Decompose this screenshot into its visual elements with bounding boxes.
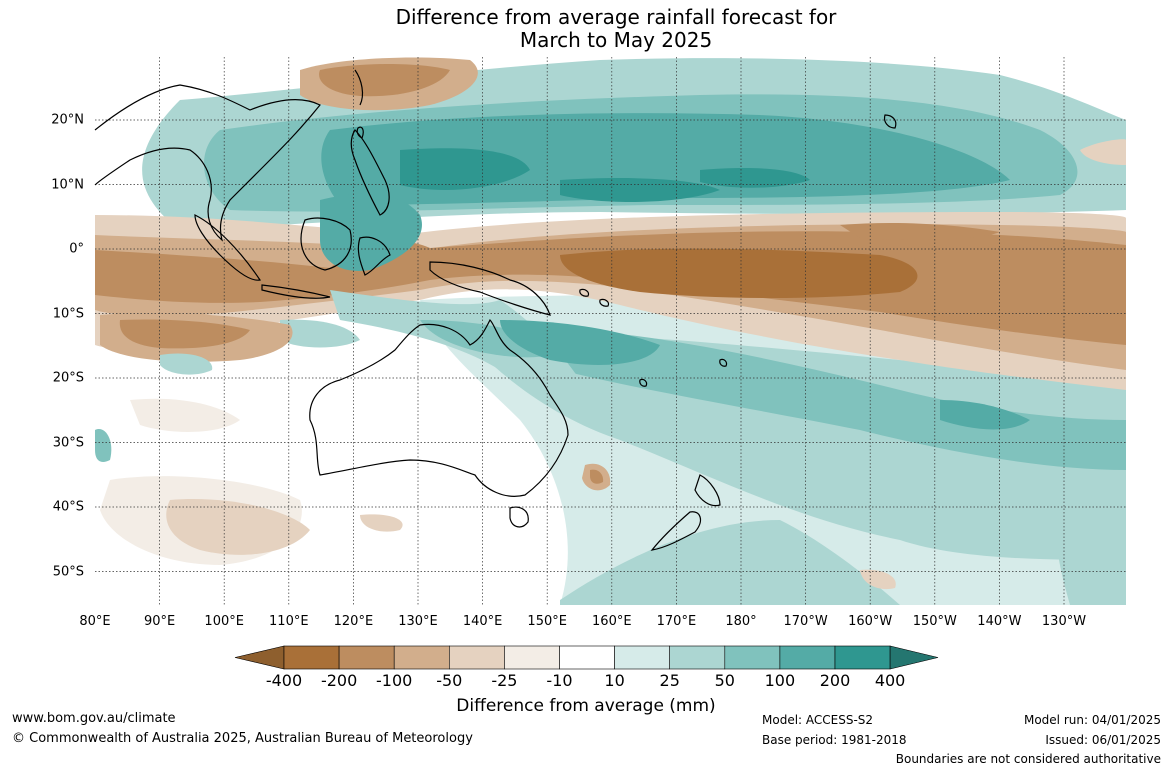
latitude-label: 10°S [52, 306, 84, 321]
colorbar-label: 200 [819, 671, 851, 690]
colorbar-low-extend [234, 645, 285, 670]
colorbar-swatch [283, 645, 340, 670]
graticule [95, 57, 1126, 605]
longitude-label: 150°W [912, 614, 957, 629]
colorbar-label: 50 [714, 671, 735, 690]
colorbar-label: -200 [320, 671, 358, 690]
longitude-label: 140°E [462, 614, 503, 629]
longitude-label: 80°E [79, 614, 111, 629]
longitude-label: 170°E [656, 614, 697, 629]
latitude-label: 20°N [51, 112, 84, 128]
colorbar-label: -50 [436, 671, 463, 690]
colorbar-label: 100 [764, 671, 796, 690]
longitude-label: 120°E [333, 614, 374, 629]
colorbar-label: -100 [376, 671, 413, 690]
base-period: Base period: 1981-2018 [762, 733, 907, 747]
longitude-label: 180° [725, 614, 757, 629]
bom-url: www.bom.gov.au/climate [12, 711, 176, 726]
map-title-line2: March to May 2025 [519, 28, 713, 52]
latitude-label: 50°S [52, 564, 84, 579]
longitude-label: 170°W [783, 614, 828, 629]
colorbar-swatch [504, 645, 560, 670]
longitude-label: 110°E [269, 614, 309, 629]
latitude-label: 20°S [52, 370, 84, 386]
colorbar-swatch [834, 645, 891, 670]
coastlines [94, 69, 897, 551]
copyright: © Commonwealth of Australia 2025, Austra… [12, 731, 473, 746]
longitude-label: 100°E [204, 614, 244, 629]
colorbar-swatch [448, 645, 505, 670]
colorbar [234, 645, 939, 670]
colorbar-swatch [393, 645, 450, 670]
longitude-label: 130°W [1041, 614, 1087, 629]
longitude-label: 90°E [143, 614, 176, 629]
colorbar-label: 10 [604, 671, 625, 690]
longitude-label: 150°E [527, 614, 567, 629]
boundaries-disclaimer: Boundaries are not considered authoritat… [895, 752, 1161, 766]
colorbar-label: -400 [265, 671, 303, 690]
colorbar-label: -10 [546, 671, 573, 690]
map-title-line1: Difference from average rainfall forecas… [395, 5, 837, 29]
colorbar-label: -25 [491, 671, 518, 690]
colorbar-high-extend [889, 645, 939, 670]
issued-date: Issued: 06/01/2025 [1045, 733, 1161, 747]
longitude-label: 160°W [848, 614, 893, 629]
latitude-label: 0° [69, 241, 84, 257]
colorbar-swatch [779, 645, 836, 670]
model-name: Model: ACCESS-S2 [762, 713, 874, 727]
colorbar-label: 400 [874, 671, 906, 690]
colorbar-swatch [614, 645, 670, 670]
colorbar-label: 25 [659, 671, 680, 690]
longitude-label: 140°W [977, 614, 1022, 629]
latitude-label: 30°S [52, 435, 84, 450]
colorbar-swatch [559, 645, 615, 670]
colorbar-swatch [338, 645, 395, 670]
colorbar-swatch [669, 645, 726, 670]
latitude-label: 10°N [51, 177, 84, 192]
colorbar-swatch [724, 645, 781, 670]
longitude-label: 160°E [592, 614, 632, 629]
model-run: Model run: 04/01/2025 [1023, 713, 1161, 727]
longitude-label: 130°E [398, 614, 438, 629]
map-field [95, 57, 1126, 605]
latitude-label: 40°S [52, 499, 84, 515]
colorbar-title: Difference from average (mm) [456, 696, 716, 716]
